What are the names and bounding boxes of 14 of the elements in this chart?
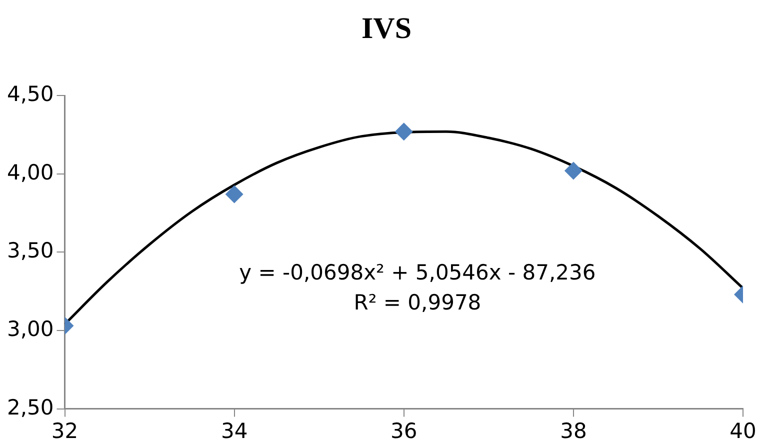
y-tick-label: 3,50 — [6, 238, 54, 263]
x-tick-label: 38 — [560, 418, 587, 443]
y-tick-label: 4,50 — [6, 82, 54, 106]
annotation: R² = 0,9978 — [354, 290, 482, 315]
chart-title: IVS — [360, 12, 413, 46]
y-tick-label: 4,00 — [6, 160, 54, 184]
point — [394, 122, 413, 141]
x-tick-label: 36 — [390, 418, 418, 443]
x-tick-label: 34 — [220, 418, 248, 443]
y-tick-label: 2,50 — [6, 395, 54, 420]
annotation: y = -0,0698x² + 5,0546x - 87,236 — [239, 260, 596, 285]
x-tick-label: 40 — [730, 418, 756, 443]
y-tick-label: 3,00 — [6, 316, 54, 341]
x-tick-label: 32 — [51, 418, 78, 443]
